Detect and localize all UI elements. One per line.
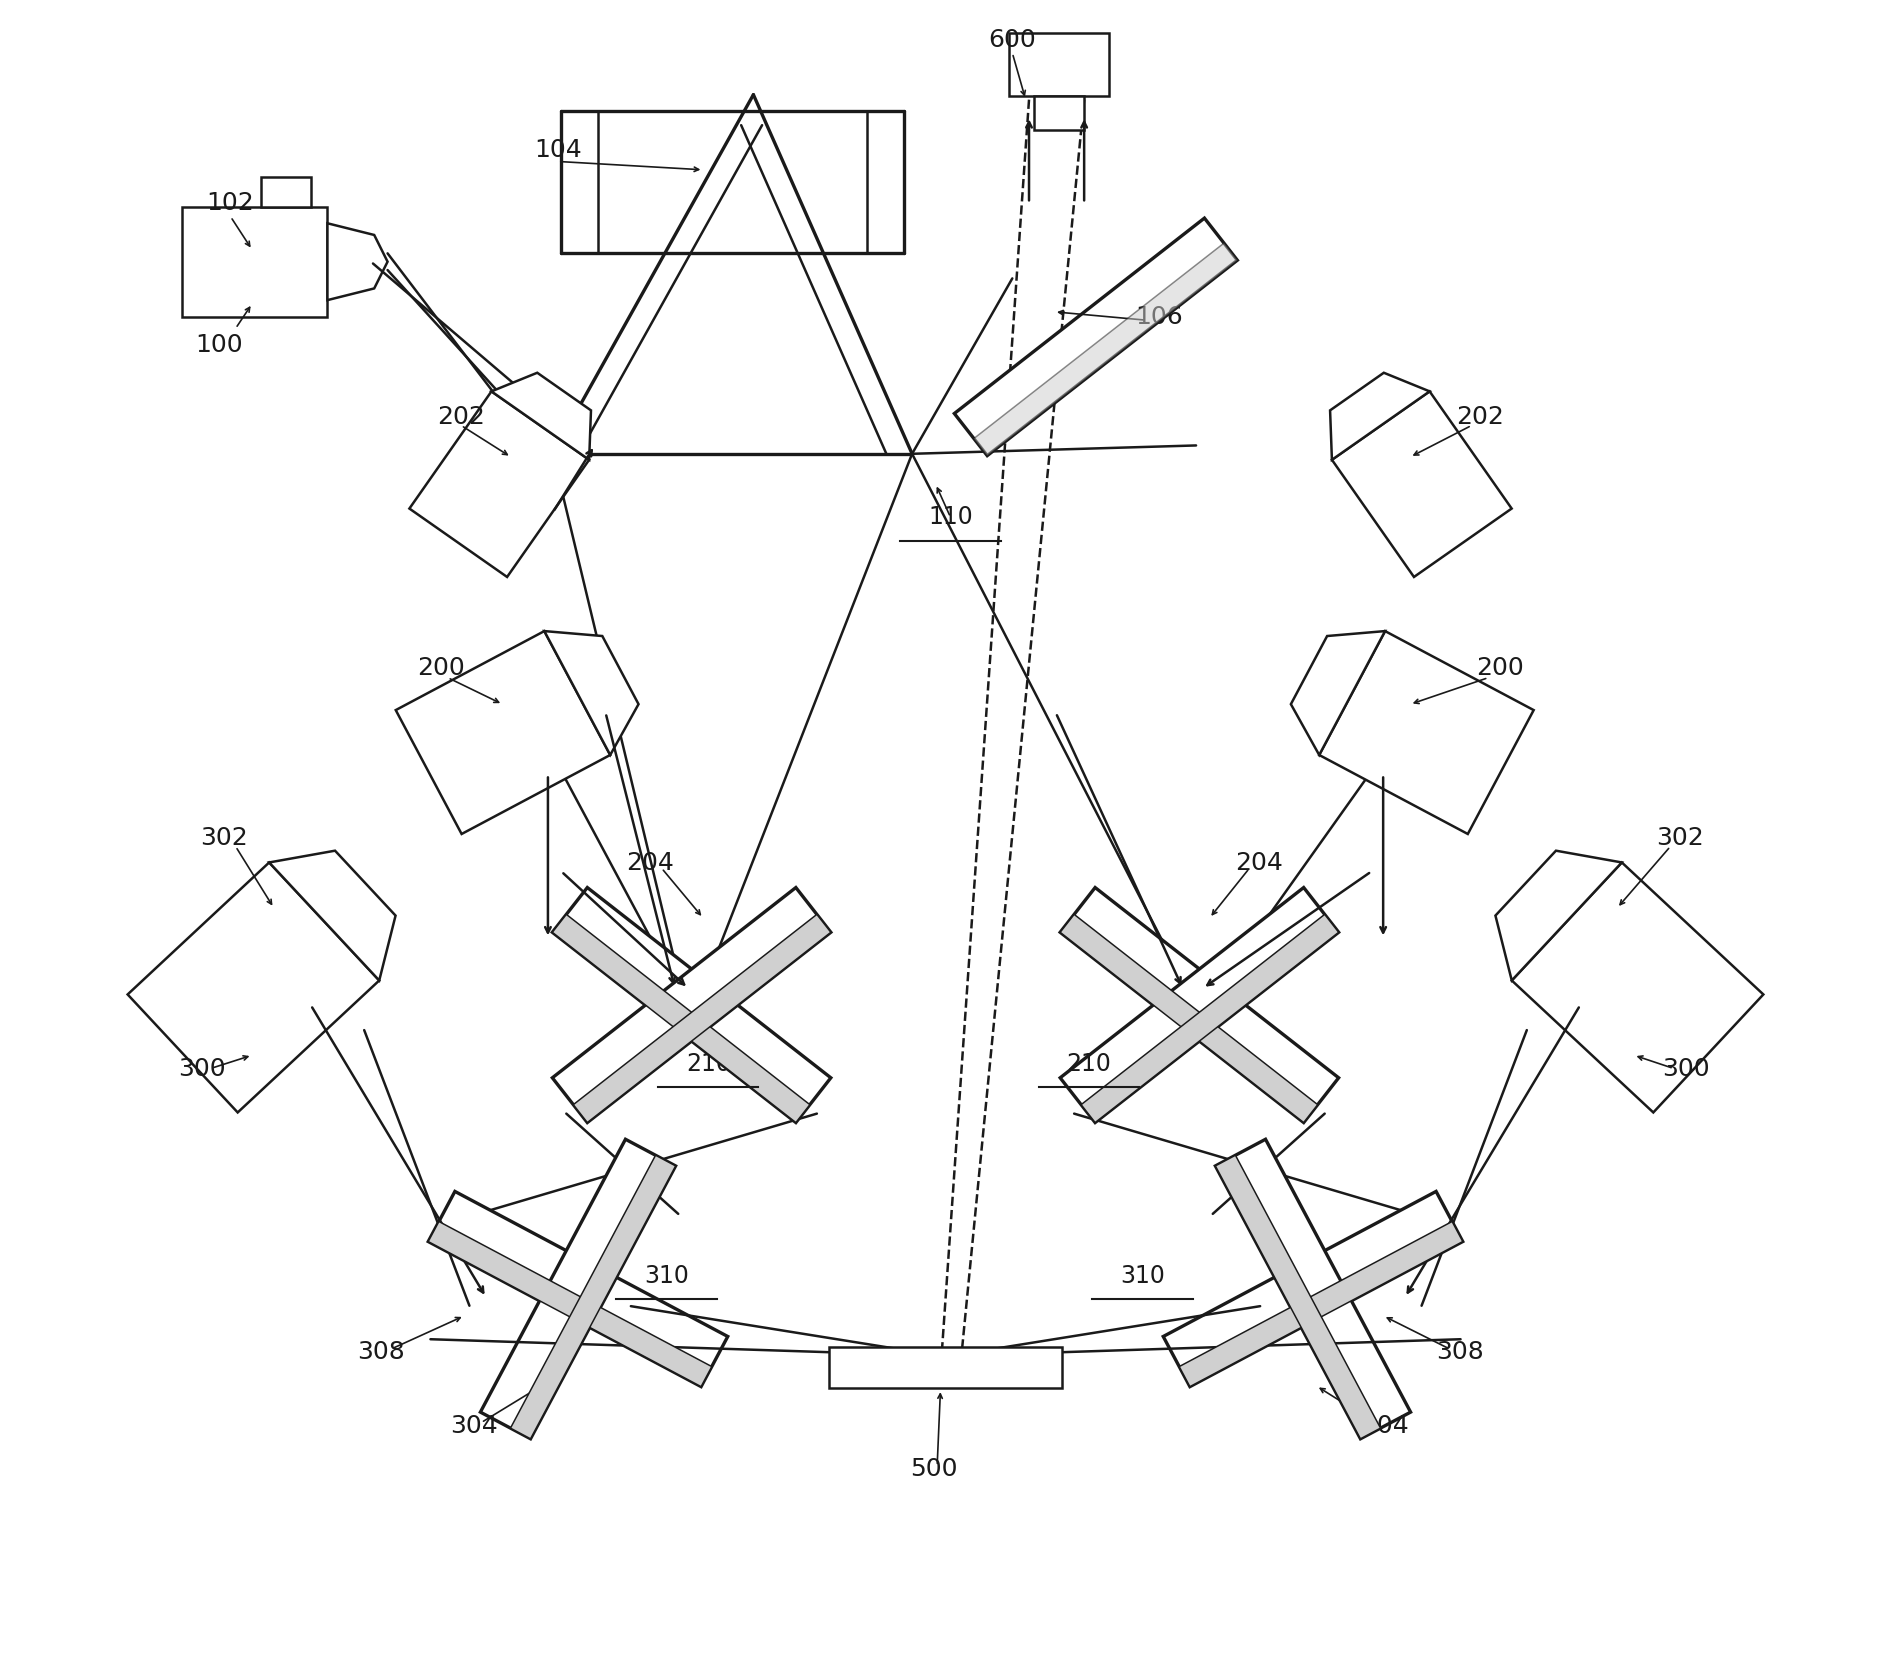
Text: 308: 308 [357,1341,405,1364]
Polygon shape [261,176,310,206]
Text: 110: 110 [928,504,972,530]
Polygon shape [552,888,830,1123]
Polygon shape [974,243,1237,456]
Text: 202: 202 [1456,406,1503,429]
Text: 500: 500 [910,1458,957,1482]
Polygon shape [552,888,830,1123]
Text: 100: 100 [195,334,242,357]
Polygon shape [182,206,327,317]
Polygon shape [573,915,830,1123]
Polygon shape [327,223,388,300]
Polygon shape [427,1192,728,1386]
Polygon shape [127,863,380,1113]
Polygon shape [1061,888,1339,1123]
Text: 600: 600 [989,27,1036,52]
Text: 210: 210 [1067,1051,1112,1076]
Polygon shape [269,851,395,980]
Polygon shape [1061,888,1339,1123]
Polygon shape [1180,1222,1464,1386]
FancyBboxPatch shape [828,1348,1063,1388]
Text: 302: 302 [1657,826,1704,850]
Polygon shape [1082,915,1339,1123]
Polygon shape [427,1222,711,1386]
Polygon shape [1163,1192,1464,1386]
Polygon shape [545,632,639,754]
Polygon shape [1216,1155,1380,1438]
Text: 102: 102 [206,191,255,215]
Polygon shape [552,915,809,1123]
Polygon shape [408,392,590,577]
Text: 200: 200 [418,655,465,679]
Polygon shape [955,218,1237,456]
Text: 310: 310 [645,1264,688,1287]
Text: 308: 308 [1435,1341,1484,1364]
Text: 300: 300 [1662,1056,1709,1081]
Polygon shape [1329,372,1430,459]
Polygon shape [1320,632,1534,835]
Text: 204: 204 [626,851,673,875]
Text: 304: 304 [1362,1415,1409,1438]
Polygon shape [492,372,592,459]
FancyBboxPatch shape [1034,96,1084,129]
Polygon shape [1496,851,1622,980]
Polygon shape [1292,632,1384,754]
Polygon shape [1216,1140,1411,1438]
Text: 204: 204 [1235,851,1284,875]
Text: 104: 104 [533,137,582,163]
FancyBboxPatch shape [1010,34,1110,96]
Polygon shape [1061,915,1318,1123]
Polygon shape [1331,392,1511,577]
Polygon shape [395,632,611,835]
Text: 310: 310 [1119,1264,1165,1287]
Text: 106: 106 [1135,305,1184,328]
Text: 200: 200 [1477,655,1524,679]
Text: 202: 202 [437,406,484,429]
Text: 300: 300 [178,1056,225,1081]
Text: 304: 304 [450,1415,499,1438]
Polygon shape [511,1155,675,1438]
Text: 302: 302 [200,826,248,850]
Polygon shape [480,1140,675,1438]
Text: 210: 210 [686,1051,730,1076]
Polygon shape [1511,863,1764,1113]
